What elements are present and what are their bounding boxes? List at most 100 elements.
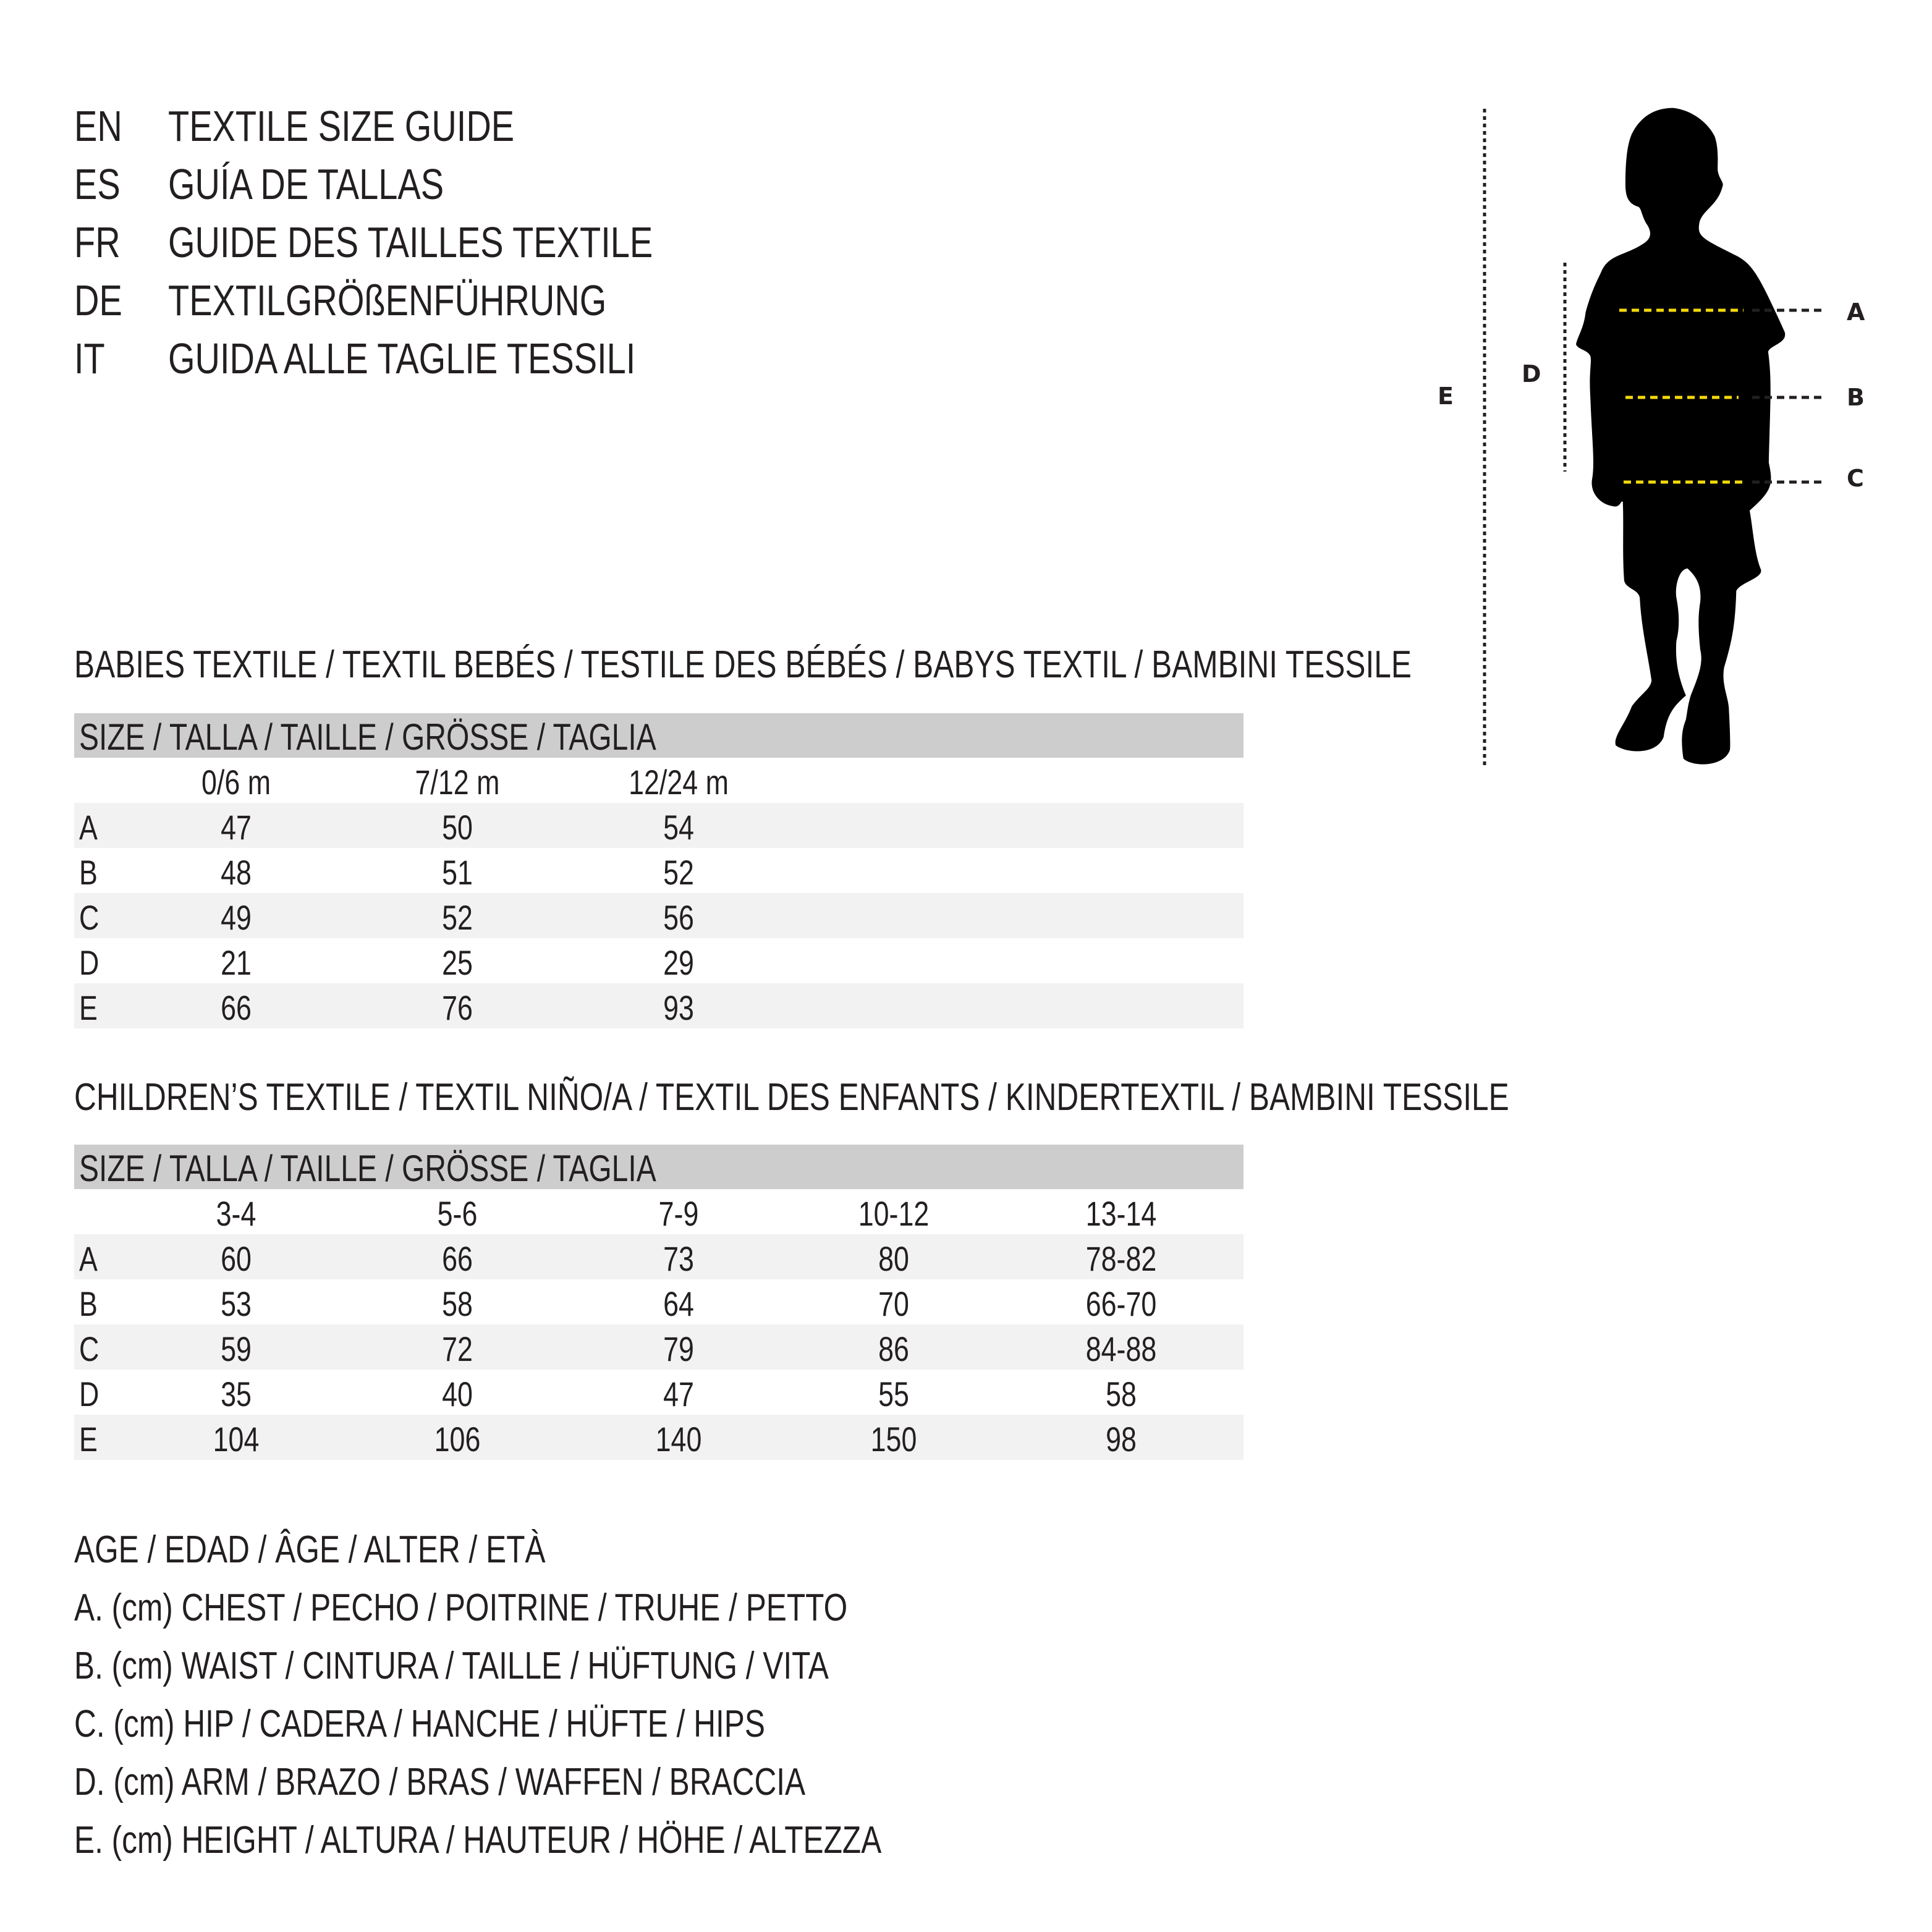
row-label: B (79, 853, 98, 892)
title-it: GUIDA ALLE TAGLIE TESSILI (168, 334, 636, 383)
column-header: 13-14 (1085, 1194, 1157, 1233)
table-cell: 98 (1106, 1420, 1137, 1459)
table-row: B 53 58 64 70 66-70 (74, 1279, 1244, 1324)
column-header-row: 0/6 m 7/12 m 12/24 m (74, 758, 1244, 803)
label-c: C (1847, 465, 1864, 492)
title-de: TEXTILGRÖßENFÜHRUNG (168, 276, 607, 324)
label-d: D (1522, 360, 1541, 388)
row-label: A (79, 808, 98, 847)
table-row: E 66 76 93 (74, 983, 1244, 1028)
table-cell: 25 (442, 943, 473, 982)
table-row: E 104 106 140 150 98 (74, 1415, 1244, 1460)
table-cell: 66 (442, 1239, 473, 1278)
babies-heading: BABIES TEXTILE / TEXTIL BEBÉS / TESTILE … (74, 643, 1412, 686)
table-row: A 60 66 73 80 78-82 (74, 1234, 1244, 1279)
table-cell: 35 (221, 1375, 252, 1413)
legend-age: AGE / EDAD / ÂGE / ALTER / ETÀ (74, 1528, 546, 1571)
table-row: B 48 51 52 (74, 848, 1244, 893)
table-cell: 60 (221, 1239, 252, 1278)
table-cell: 86 (878, 1329, 909, 1368)
column-header: 7-9 (658, 1194, 699, 1233)
table-cell: 140 (655, 1420, 702, 1459)
table-cell: 52 (663, 853, 694, 892)
title-es: GUÍA DE TALLAS (168, 160, 444, 208)
column-header: 3-4 (216, 1194, 256, 1233)
table-cell: 106 (434, 1420, 481, 1459)
column-header: 10-12 (858, 1194, 930, 1233)
lang-code-it: IT (74, 334, 105, 383)
table-row: C 49 52 56 (74, 893, 1244, 938)
label-e: E (1438, 383, 1454, 410)
legend-chest: A. (cm) CHEST / PECHO / POITRINE / TRUHE… (74, 1587, 848, 1629)
row-label: E (79, 988, 98, 1027)
size-header-label: SIZE / TALLA / TAILLE / GRÖSSE / TAGLIA (79, 716, 656, 758)
table-cell: 58 (442, 1284, 473, 1323)
table-cell: 78-82 (1085, 1239, 1157, 1278)
row-label: E (79, 1420, 98, 1459)
table-cell: 59 (221, 1329, 252, 1368)
lang-code-fr: FR (74, 218, 121, 266)
column-header: 5-6 (437, 1194, 478, 1233)
table-cell: 76 (442, 988, 473, 1027)
babies-size-table: SIZE / TALLA / TAILLE / GRÖSSE / TAGLIA 0… (74, 713, 1244, 1028)
legend-waist: B. (cm) WAIST / CINTURA / TAILLE / HÜFTU… (74, 1645, 829, 1687)
column-header: 7/12 m (415, 763, 500, 802)
table-row: C 59 72 79 86 84-88 (74, 1324, 1244, 1370)
table-cell: 64 (663, 1284, 694, 1323)
table-cell: 72 (442, 1329, 473, 1368)
table-cell: 48 (221, 853, 252, 892)
table-cell: 40 (442, 1375, 473, 1413)
table-cell: 52 (442, 898, 473, 937)
lang-code-de: DE (74, 276, 122, 324)
size-header-bar: SIZE / TALLA / TAILLE / GRÖSSE / TAGLIA (74, 713, 1244, 758)
table-cell: 66-70 (1085, 1284, 1157, 1323)
row-label: C (79, 1329, 100, 1368)
label-a: A (1847, 299, 1865, 326)
table-cell: 50 (442, 808, 473, 847)
row-label: C (79, 898, 100, 937)
table-cell: 93 (663, 988, 694, 1027)
row-label: D (79, 1375, 100, 1413)
row-label: A (79, 1239, 98, 1278)
table-cell: 47 (663, 1375, 694, 1413)
table-cell: 150 (870, 1420, 917, 1459)
table-cell: 56 (663, 898, 694, 937)
table-cell: 21 (221, 943, 252, 982)
table-cell: 66 (221, 988, 252, 1027)
table-cell: 84-88 (1085, 1329, 1157, 1368)
size-header-bar: SIZE / TALLA / TAILLE / GRÖSSE / TAGLIA (74, 1145, 1244, 1189)
children-size-table: SIZE / TALLA / TAILLE / GRÖSSE / TAGLIA 3… (74, 1145, 1244, 1460)
table-cell: 79 (663, 1329, 694, 1368)
lang-code-es: ES (74, 160, 121, 208)
table-cell: 104 (213, 1420, 260, 1459)
table-cell: 55 (878, 1375, 909, 1413)
table-row: D 35 40 47 55 58 (74, 1370, 1244, 1415)
size-header-label: SIZE / TALLA / TAILLE / GRÖSSE / TAGLIA (79, 1148, 656, 1189)
legend-hip: C. (cm) HIP / CADERA / HANCHE / HÜFTE / … (74, 1703, 765, 1745)
table-cell: 53 (221, 1284, 252, 1323)
table-cell: 70 (878, 1284, 909, 1323)
table-cell: 80 (878, 1239, 909, 1278)
label-b: B (1847, 384, 1865, 411)
title-fr: GUIDE DES TAILLES TEXTILE (168, 218, 653, 266)
table-cell: 47 (221, 808, 252, 847)
title-en: TEXTILE SIZE GUIDE (168, 102, 515, 150)
row-label: B (79, 1284, 98, 1323)
legend-height: E. (cm) HEIGHT / ALTURA / HAUTEUR / HÖHE… (74, 1819, 882, 1862)
column-header: 12/24 m (629, 763, 729, 802)
legend-arm: D. (cm) ARM / BRAZO / BRAS / WAFFEN / BR… (74, 1761, 806, 1803)
lang-code-en: EN (74, 102, 122, 150)
table-cell: 51 (442, 853, 473, 892)
row-label: D (79, 943, 100, 982)
column-header: 0/6 m (201, 763, 271, 802)
table-cell: 29 (663, 943, 694, 982)
table-cell: 58 (1106, 1375, 1137, 1413)
table-cell: 73 (663, 1239, 694, 1278)
table-cell: 54 (663, 808, 694, 847)
table-row: A 47 50 54 (74, 803, 1244, 848)
child-silhouette-icon (1576, 108, 1786, 765)
column-header-row: 3-4 5-6 7-9 10-12 13-14 (74, 1189, 1244, 1234)
table-row: D 21 25 29 (74, 938, 1244, 983)
table-cell: 49 (221, 898, 252, 937)
